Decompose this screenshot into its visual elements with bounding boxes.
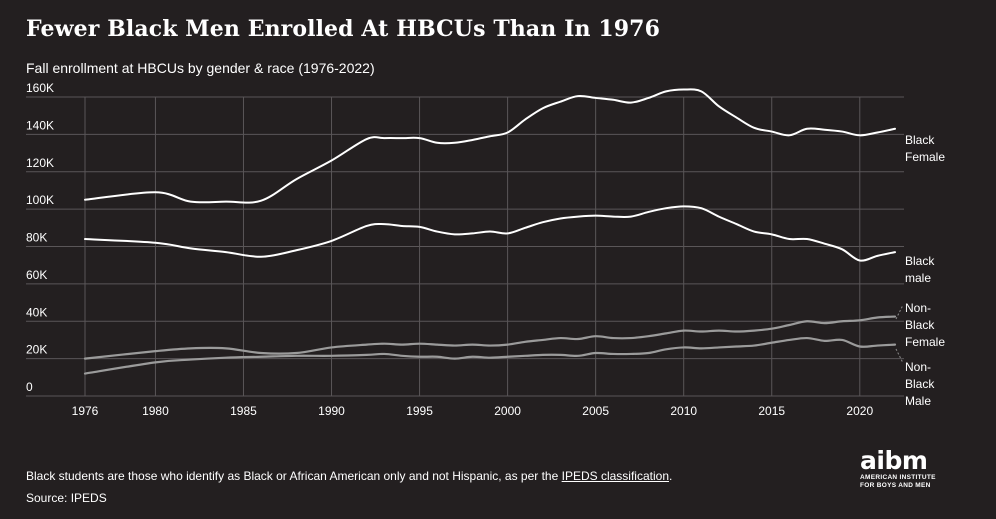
y-tick-label: 60K [26,268,47,282]
series-label-black-male: Black male [905,254,935,285]
series-label-black-female: Black Female [905,133,945,164]
y-tick-label: 40K [26,305,47,319]
y-tick-label: 140K [26,118,54,132]
x-tick-label: 1985 [230,404,257,418]
x-tick-label: 2020 [846,404,873,418]
ipeds-classification-link[interactable]: IPEDS classification [561,469,669,483]
y-tick-label: 120K [26,156,54,170]
x-tick-label: 2015 [758,404,785,418]
series-line-black-male [84,205,896,262]
chart-title: Fewer Black Men Enrolled At HBCUs Than I… [26,16,660,42]
x-tick-label: 1995 [406,404,433,418]
label-connector [895,304,904,320]
label-connector [895,348,904,364]
aibm-logo: aibm AMERICAN INSTITUTE FOR BOYS AND MEN [860,448,960,490]
logo-line-1: AMERICAN INSTITUTE [860,474,936,481]
y-tick-label: 80K [26,231,47,245]
y-tick-label: 160K [26,81,54,95]
source-note: Source: IPEDS [26,491,107,505]
series-label-non-black-male: Non-Black Male [905,360,935,408]
series-line-non-black-male [83,336,897,375]
chart-subtitle: Fall enrollment at HBCUs by gender & rac… [26,60,375,76]
series-line-non-black-female [83,315,897,360]
y-tick-label: 0 [26,380,33,394]
y-tick-label: 20K [26,343,47,357]
x-tick-label: 1990 [318,404,345,418]
footnote: Black students are those who identify as… [26,469,672,483]
series-line-black-female [84,88,896,204]
x-tick-label: 1976 [72,404,99,418]
series-label-non-black-female: Non-Black Female [905,301,945,349]
footnote-text: Black students are those who identify as… [26,469,562,483]
logo-line-2: FOR BOYS AND MEN [860,482,931,489]
logo-mark: aibm [860,446,928,475]
x-tick-label: 2005 [582,404,609,418]
x-tick-label: 2010 [670,404,697,418]
x-tick-label: 2000 [494,404,521,418]
x-tick-label: 1980 [142,404,169,418]
footnote-end: . [669,469,673,483]
y-tick-label: 100K [26,193,54,207]
